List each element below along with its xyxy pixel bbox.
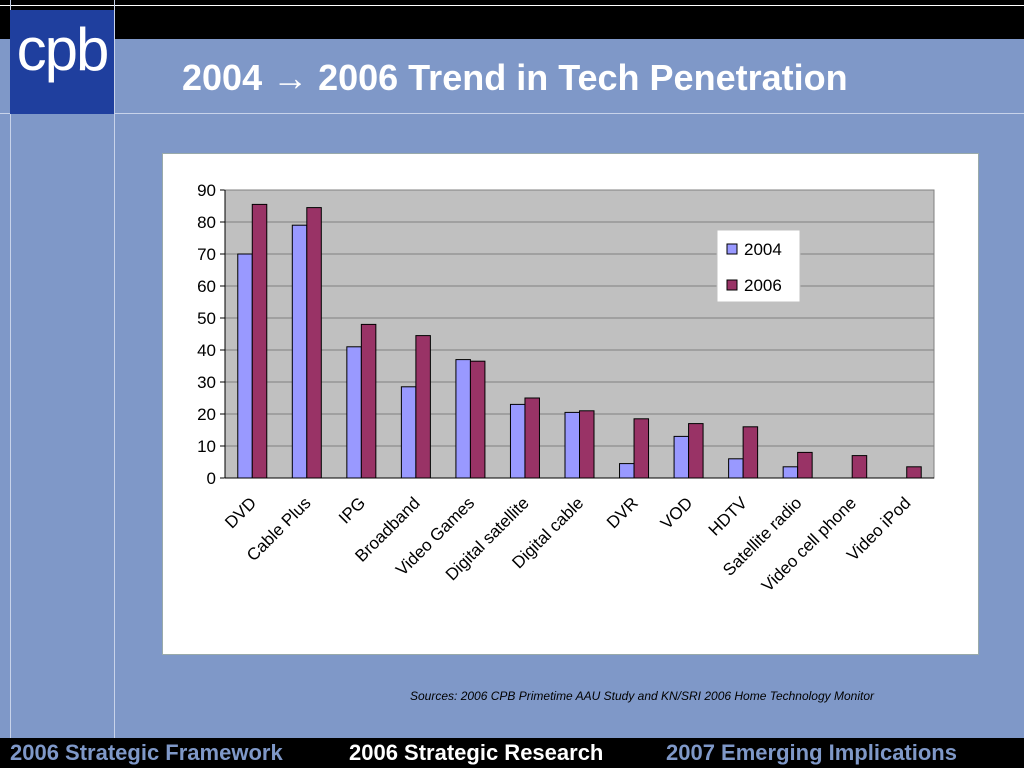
bar-2004: [673, 435, 690, 479]
bar-2004: [619, 463, 635, 479]
bar-2006: [579, 410, 595, 479]
top-band: [0, 0, 1024, 39]
bar-2006: [688, 423, 704, 479]
x-tick-label: DVR: [603, 493, 642, 532]
bar-2006: [742, 426, 759, 479]
bar-2006: [360, 323, 377, 479]
legend-label-2004: 2004: [744, 240, 782, 259]
footer-emerging-implications[interactable]: 2007 Emerging Implications: [666, 740, 957, 765]
bar-2004: [509, 403, 526, 479]
x-tick-label: Video cell phone: [758, 493, 860, 595]
y-tick-label: 0: [207, 469, 216, 488]
cpb-logo: cpb: [10, 10, 115, 114]
footer-strategic-research[interactable]: 2006 Strategic Research: [349, 740, 604, 765]
bar-2006: [251, 203, 268, 479]
bar-2006: [906, 466, 922, 479]
y-tick-label: 80: [197, 213, 216, 232]
y-tick-label: 10: [197, 437, 216, 456]
bar-2006: [524, 397, 540, 479]
bar-2004: [237, 253, 253, 479]
x-tick-label: VOD: [657, 493, 696, 532]
header-rule: [0, 113, 1024, 114]
y-tick-label: 90: [197, 181, 216, 200]
left-rule: [10, 0, 11, 738]
y-tick-label: 20: [197, 405, 216, 424]
footer-nav: 2006 Strategic Framework 2006 Strategic …: [0, 738, 1024, 768]
bar-2006: [633, 418, 650, 479]
y-tick-label: 70: [197, 245, 216, 264]
bar-2004: [564, 411, 580, 479]
logo-text: cpb: [16, 16, 110, 83]
chart-panel: 0 10 20 30 40 50 60 70 80 90 DVD Cable Plus IPG Broad…: [162, 153, 979, 655]
logo-rule: [114, 0, 115, 738]
bar-2004: [400, 386, 417, 479]
legend-swatch-2006: [726, 279, 738, 291]
y-tick-label: 50: [197, 309, 216, 328]
slide-title: 2004 → 2006 Trend in Tech Penetration: [182, 57, 848, 98]
source-note: Sources: 2006 CPB Primetime AAU Study an…: [410, 689, 875, 703]
y-tick-label: 60: [197, 277, 216, 296]
bar-2006: [797, 451, 813, 479]
bar-2004: [455, 359, 471, 479]
bar-2006: [851, 455, 868, 479]
legend-swatch-2004: [726, 243, 738, 255]
legend-label-2006: 2006: [744, 276, 782, 295]
x-tick-label: IPG: [335, 493, 369, 527]
bar-2006: [415, 335, 431, 479]
y-tick-label: 30: [197, 373, 216, 392]
y-tick-label: 40: [197, 341, 216, 360]
bar-2006: [306, 207, 322, 479]
bar-2004: [291, 224, 308, 479]
bar-2004: [728, 458, 744, 479]
x-tick-label: HDTV: [705, 493, 752, 540]
bar-2004: [782, 466, 799, 479]
footer-strategic-framework[interactable]: 2006 Strategic Framework: [10, 740, 283, 765]
bar-2006: [469, 360, 486, 479]
top-rule: [0, 5, 1024, 6]
bar-2004: [346, 346, 362, 479]
x-tick-label: DVD: [221, 493, 260, 532]
